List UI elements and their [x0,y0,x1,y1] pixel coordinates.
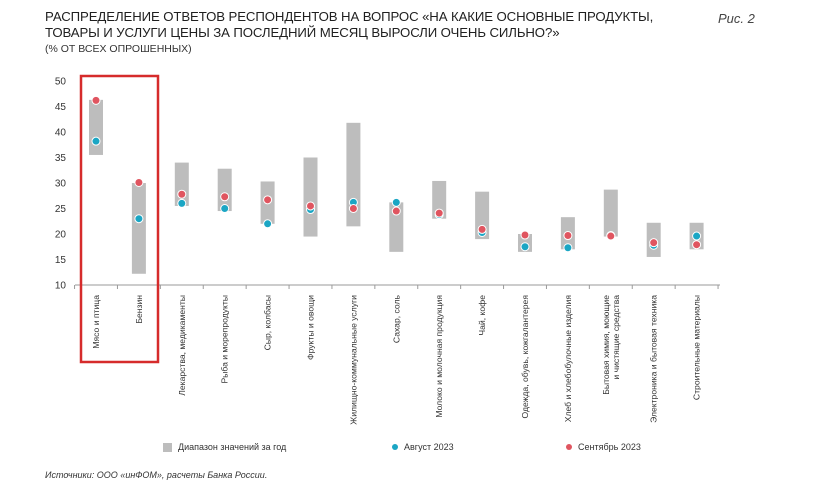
range-bar [603,189,618,237]
category-label: и чистящие средства [611,295,621,380]
september-point [306,201,315,211]
range-bar [303,157,318,237]
chart-subtitle: (% ОТ ВСЕХ ОПРОШЕННЫХ) [45,43,192,55]
legend-range: Диапазон значений за год [163,442,286,452]
category-label: Жилищно-коммунальные услуги [348,295,358,425]
september-point [348,204,358,213]
range-bar [217,168,232,212]
legend-range-swatch [163,442,172,452]
august-point [134,214,144,224]
category-label: Лекарства, медикаменты [177,295,187,396]
y-tick-label: 25 [55,204,67,215]
range-bar [131,183,146,274]
range-dot-chart: 10 15 20 25 30 35 40 45 50 Мясо и птица Бензин Лека… [55,74,720,425]
category-label: Рыба и морепродукты [220,295,230,384]
chart-title: РАСПРЕДЕЛЕНИЕ ОТВЕТОВ РЕСПОНДЕНТОВ НА ВО… [45,9,654,40]
legend-august-swatch [392,444,398,450]
y-tick-label: 40 [55,128,67,139]
august-point [220,204,230,213]
september-point [134,177,144,187]
category-label: Молоко и молочная продукция [434,295,444,418]
august-point [692,231,702,241]
legend-august-label: Август 2023 [404,442,454,452]
august-point [520,242,530,252]
y-tick-label: 45 [55,102,67,113]
legend-august: Август 2023 [392,442,454,452]
source-note: Источники: ООО «инФОМ», расчеты Банка Ро… [45,470,268,480]
september-point [649,238,659,248]
august-point [177,198,187,208]
y-tick-label: 35 [55,153,67,164]
legend-september: Сентябрь 2023 [566,442,641,452]
september-point [220,192,230,202]
category-label: Электроника и бытовая техника [649,295,659,423]
category-label: Мясо и птица [91,295,101,349]
august-point [563,243,573,253]
range-bar [89,99,103,155]
category-label: Строительные материалы [692,295,702,400]
september-point [692,240,702,250]
y-tick-label: 10 [55,281,67,292]
legend-september-swatch [566,444,572,450]
figure-label: Рис. 2 [718,11,755,26]
september-point [391,206,401,216]
y-tick-label: 15 [55,255,67,266]
y-tick-label: 30 [55,179,67,190]
y-tick-label: 50 [55,77,67,88]
highlight-box [79,74,160,364]
august-point [263,219,273,229]
legend-range-label: Диапазон значений за год [178,442,287,452]
category-label: Хлеб и хлебобулочные изделия [563,295,573,423]
y-tick-label: 20 [55,230,67,241]
september-point [177,189,187,199]
category-label: Сыр, колбасы [263,295,273,350]
category-label: Одежда, обувь, кожгалантерея [520,295,530,419]
range-bar [389,202,404,252]
category-label: Бытовая химия, моющие [601,295,611,395]
september-point [477,224,487,234]
september-point [91,95,101,105]
september-point [434,208,444,218]
september-point [563,231,573,241]
category-label: Фрукты и овощи [306,295,316,360]
september-point [263,195,273,205]
category-label: Сахар, соль [391,294,401,343]
august-point [91,136,101,146]
range-bar [432,180,447,219]
category-label: Бензин [134,295,144,324]
category-label: Чай, кофе [477,295,487,336]
september-point [520,230,530,240]
august-point [391,197,401,207]
legend-september-label: Сентябрь 2023 [578,442,641,452]
september-point [606,231,616,241]
